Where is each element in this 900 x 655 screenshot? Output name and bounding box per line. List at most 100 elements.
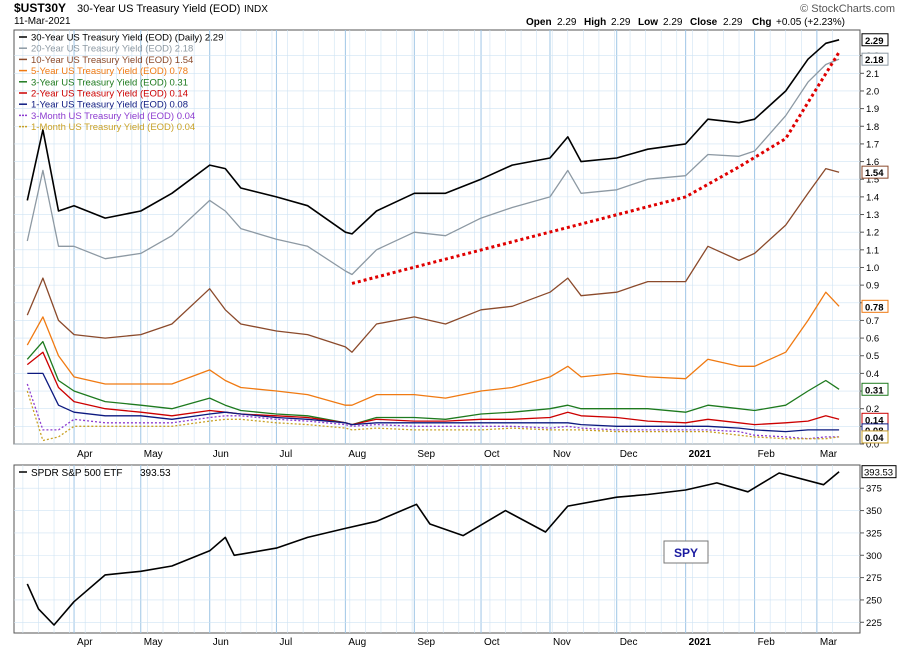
series-end-label-box bbox=[861, 52, 889, 66]
ohlc-open-value: 2.29 bbox=[557, 17, 577, 28]
y-tick-label: 0.2 bbox=[866, 404, 879, 415]
spy-axis-labels: 225 250 275 300 325 350 375 393.53 bbox=[860, 465, 897, 629]
x-month-label: Nov bbox=[553, 449, 571, 460]
spy-y-tick-label: 250 bbox=[866, 595, 882, 606]
series-end-label-box bbox=[861, 33, 889, 47]
series-end-label: 2.29 bbox=[861, 33, 889, 47]
x-month-label: Nov bbox=[553, 637, 571, 648]
x-month-label: Sep bbox=[417, 637, 435, 648]
series-end-label: 0.31 bbox=[861, 382, 889, 396]
series-end-label-text: 2.18 bbox=[865, 55, 884, 66]
series-end-label-box bbox=[861, 299, 889, 313]
y-tick-label: 1.7 bbox=[866, 139, 879, 150]
y-tick-label: 1.2 bbox=[866, 228, 879, 239]
yield-series-line bbox=[26, 39, 840, 235]
y-tick-label: 0.0 bbox=[866, 440, 879, 451]
x-month-label: Jul bbox=[279, 637, 292, 648]
series-end-label-box bbox=[861, 430, 889, 444]
y-tick-label: 2.0 bbox=[866, 86, 879, 97]
trendline-path bbox=[351, 51, 841, 285]
y-tick-label: 1.0 bbox=[866, 263, 879, 274]
yield-series-line bbox=[26, 58, 840, 276]
x-month-label: Jul bbox=[279, 449, 292, 460]
ohlc-close-value: 2.29 bbox=[723, 17, 743, 28]
spy-label-box: SPY bbox=[663, 540, 709, 564]
ohlc-low-value: 2.29 bbox=[663, 17, 683, 28]
spy-grid bbox=[14, 465, 860, 633]
chart-symbol: $UST30Y bbox=[14, 1, 66, 15]
series-end-label-text: 1.54 bbox=[865, 168, 884, 179]
series-end-label: 0.78 bbox=[861, 299, 889, 313]
chart-title: 30-Year US Treasury Yield (EOD) bbox=[77, 3, 240, 15]
ohlc-high-label: High bbox=[584, 17, 606, 28]
spy-y-tick-label: 300 bbox=[866, 551, 882, 562]
x-month-label: Feb bbox=[758, 449, 776, 460]
spy-panel-frame bbox=[13, 464, 861, 634]
ohlc-low-label: Low bbox=[638, 17, 658, 28]
spy-y-tick-label: 275 bbox=[866, 573, 882, 584]
series-end-label: 1.54 bbox=[861, 165, 889, 179]
spy-end-label-text: 393.53 bbox=[864, 468, 893, 479]
yield-series-line bbox=[27, 372, 840, 433]
trendline-annotation bbox=[351, 51, 841, 285]
spy-price-line bbox=[26, 471, 840, 626]
spy-y-tick-label: 225 bbox=[866, 618, 882, 629]
series-end-label-text: 0.14 bbox=[865, 415, 884, 426]
x-month-label: Apr bbox=[77, 449, 93, 460]
x-month-label: Jun bbox=[213, 637, 229, 648]
spy-legend-value: 393.53 bbox=[140, 468, 171, 479]
legend-entry: 3-Year US Treasury Yield (EOD) 0.31 bbox=[31, 77, 188, 88]
yield-series-line bbox=[26, 351, 840, 426]
legend-entry: 2-Year US Treasury Yield (EOD) 0.14 bbox=[31, 89, 188, 100]
chart-date: 11-Mar-2021 bbox=[14, 16, 71, 27]
x-month-label: Apr bbox=[77, 637, 93, 648]
ohlc-close-label: Close bbox=[690, 17, 718, 28]
legend-entry: 30-Year US Treasury Yield (EOD) (Daily) … bbox=[31, 33, 223, 44]
x-month-label: Sep bbox=[417, 449, 435, 460]
yield-series-line bbox=[26, 291, 840, 406]
ohlc-chg-label: Chg bbox=[752, 17, 771, 28]
y-tick-label: 1.9 bbox=[866, 104, 879, 115]
ohlc-open-label: Open bbox=[526, 17, 552, 28]
legend-entry: 20-Year US Treasury Yield (EOD) 2.18 bbox=[31, 44, 193, 55]
series-end-label-text: 0.31 bbox=[865, 385, 884, 396]
legend-entry: 1-Year US Treasury Yield (EOD) 0.08 bbox=[31, 100, 188, 111]
yield-series-line bbox=[26, 167, 840, 353]
x-month-label: Dec bbox=[620, 637, 638, 648]
legend-entry: 10-Year US Treasury Yield (EOD) 1.54 bbox=[31, 55, 193, 66]
spy-series-group bbox=[26, 471, 840, 626]
x-month-label: Aug bbox=[348, 637, 366, 648]
spy-legend-name: SPDR S&P 500 ETF bbox=[31, 468, 123, 479]
y-tick-label: 1.3 bbox=[866, 210, 879, 221]
y-tick-label: 2.1 bbox=[866, 69, 879, 80]
yield-series-line bbox=[26, 340, 840, 426]
ohlc-readout: Open 2.29 High 2.29 Low 2.29 Close 2.29 … bbox=[526, 17, 845, 28]
chart-watermark: © StockCharts.com bbox=[800, 3, 895, 15]
x-month-label: Oct bbox=[484, 449, 500, 460]
ohlc-chg-value: +0.05 (+2.23%) bbox=[776, 17, 845, 28]
series-end-label-box bbox=[861, 382, 889, 396]
x-month-label: Aug bbox=[348, 449, 366, 460]
x-month-label: Mar bbox=[820, 449, 838, 460]
spy-label-box-frame bbox=[663, 540, 709, 564]
series-end-label: 2.18 bbox=[861, 52, 889, 66]
spy-end-label-box bbox=[861, 465, 897, 479]
y-tick-label: 1.1 bbox=[866, 245, 879, 256]
y-tick-label: 1.4 bbox=[866, 192, 879, 203]
y-tick-label: 1.5 bbox=[866, 175, 879, 186]
chart-exchange: INDX bbox=[244, 4, 268, 15]
x-month-label: 2021 bbox=[689, 449, 712, 460]
ohlc-high-value: 2.29 bbox=[611, 17, 631, 28]
x-month-label: Oct bbox=[484, 637, 500, 648]
series-end-label-text: 0.78 bbox=[865, 302, 884, 313]
x-axis-month-labels: Apr May Jun Jul Aug Sep Oct Nov Dec 2021 Feb Mar Apr… bbox=[77, 449, 838, 648]
series-end-label-text: 0.04 bbox=[865, 433, 884, 444]
x-month-label: Feb bbox=[758, 637, 776, 648]
y-tick-label: 0.9 bbox=[866, 281, 879, 292]
spy-label-text: SPY bbox=[674, 546, 698, 560]
series-end-label-box bbox=[861, 165, 889, 179]
spy-y-tick-label: 325 bbox=[866, 528, 882, 539]
x-month-label: May bbox=[144, 449, 163, 460]
yield-axis-labels: 0.00.10.20.30.40.50.60.70.80.91.01.11.21… bbox=[860, 33, 889, 451]
